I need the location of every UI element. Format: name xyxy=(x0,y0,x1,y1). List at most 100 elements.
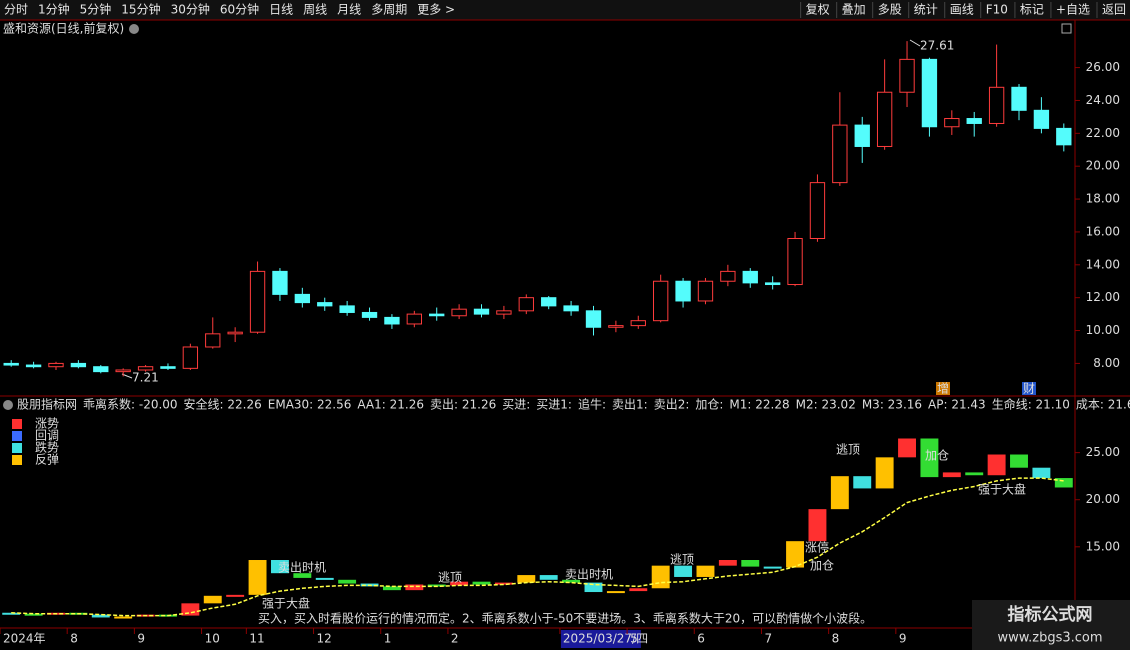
legend-item: M2: 23.02 xyxy=(796,398,856,412)
state-swatch xyxy=(12,431,22,441)
x-tick-label: 6 xyxy=(697,632,705,646)
legend-item: 乖离系数: -20.00 xyxy=(83,397,178,412)
toolbar-button[interactable]: 日线 xyxy=(269,3,293,17)
state-label: 反弹 xyxy=(35,453,59,467)
toolbar-button[interactable]: 叠加 xyxy=(842,3,866,17)
toolbar-button[interactable]: 多周期 xyxy=(371,3,407,17)
y-tick-label: 12.00 xyxy=(1086,290,1120,304)
legend-item: 卖出: 21.26 xyxy=(430,398,496,412)
signal-label: 逃顶 xyxy=(670,553,694,567)
signal-bar xyxy=(696,565,715,577)
toolbar-button[interactable]: 15分钟 xyxy=(121,2,160,17)
candle-body xyxy=(1056,127,1072,146)
signal-bar xyxy=(203,595,222,604)
x-tick-label: 12 xyxy=(317,632,332,646)
toolbar-button[interactable]: 返回 xyxy=(1102,3,1126,17)
watermark-url: www.zbgs3.com xyxy=(997,631,1102,646)
state-label: 跌势 xyxy=(35,440,59,455)
watermark-title: 指标公式网 xyxy=(1008,604,1093,625)
signal-bar xyxy=(226,594,245,597)
toolbar-button[interactable]: 统计 xyxy=(914,3,938,17)
toolbar-button[interactable]: 月线 xyxy=(337,3,361,17)
candle-body xyxy=(339,305,355,313)
event-marker[interactable] xyxy=(1022,382,1036,395)
toolbar-button[interactable]: 5分钟 xyxy=(80,2,112,17)
signal-bar xyxy=(987,454,1006,476)
state-swatch xyxy=(12,455,22,465)
candle-body xyxy=(496,310,512,315)
candle-body xyxy=(899,58,915,93)
x-tick-label: 8 xyxy=(70,632,78,646)
signal-bar xyxy=(450,581,469,586)
signal-bar xyxy=(1054,478,1073,488)
state-label: 涨势 xyxy=(35,416,59,431)
max-pointer xyxy=(909,39,921,47)
signal-bar xyxy=(405,584,424,591)
signal-bar xyxy=(427,584,446,587)
min-label: 7.21 xyxy=(132,371,159,385)
candle-body xyxy=(854,124,870,147)
candle-body xyxy=(720,270,736,282)
candle-body xyxy=(809,182,826,240)
signal-label: 强于大盘 xyxy=(262,596,310,611)
signal-label: 逃顶 xyxy=(836,443,860,457)
x-tick-label: 9 xyxy=(899,632,907,646)
signal-bar xyxy=(1032,467,1051,479)
x-tick-label: 8 xyxy=(832,632,840,646)
candle-body xyxy=(787,238,803,286)
toolbar-button[interactable]: 1分钟 xyxy=(38,2,70,17)
toolbar-button[interactable]: 周线 xyxy=(303,3,327,17)
x-tick-label: 9 xyxy=(137,632,145,646)
signal-bar xyxy=(293,573,312,578)
scroll-note: 买入，买入时看股价运行的情况而定。2、乖离系数小于-50不要进场。3、乖离系数大… xyxy=(258,611,872,626)
candle-body xyxy=(876,91,893,147)
event-marker[interactable] xyxy=(936,382,950,395)
toolbar-button[interactable]: 更多 > xyxy=(417,3,455,17)
signal-bar xyxy=(875,457,894,489)
legend-item: 生命线: 21.10 xyxy=(992,397,1070,412)
toolbar-button[interactable]: 复权 xyxy=(806,3,830,17)
signal-bar xyxy=(315,577,334,580)
candle-body xyxy=(93,366,109,373)
candle-body xyxy=(653,280,669,322)
toolbar-button[interactable]: 画线 xyxy=(950,3,974,17)
signal-bar xyxy=(718,560,737,566)
toolbar-button[interactable]: 30分钟 xyxy=(171,2,210,17)
state-swatch xyxy=(12,419,22,429)
signal-bar xyxy=(270,560,289,574)
candle-body xyxy=(451,308,467,317)
signal-label: 逃顶 xyxy=(438,571,462,585)
candle-body xyxy=(406,313,422,325)
toolbar-button[interactable]: F10 xyxy=(986,3,1008,17)
toolbar-button[interactable]: 分时 xyxy=(4,3,28,17)
candle-body xyxy=(921,58,938,128)
legend-item: 买进1: xyxy=(536,398,572,412)
max-label: 27.61 xyxy=(920,39,954,53)
signal-bar xyxy=(830,476,849,510)
toolbar-button[interactable]: 标记 xyxy=(1020,3,1044,17)
toolbar-button[interactable]: 60分钟 xyxy=(220,2,259,17)
signal-bar xyxy=(741,560,760,567)
candle-body xyxy=(473,308,490,315)
window-icon[interactable] xyxy=(1061,23,1072,34)
legend-item: AP: 21.43 xyxy=(928,398,986,412)
candle-body xyxy=(541,297,557,307)
dropdown-icon[interactable] xyxy=(3,400,13,410)
signal-bar xyxy=(853,476,872,489)
signal-bar xyxy=(517,575,536,583)
toolbar-button[interactable]: +自选 xyxy=(1056,3,1090,17)
signal-bar xyxy=(114,616,133,619)
legend-item: 成本: 21.64 xyxy=(1076,398,1130,412)
y-tick-label: 22.00 xyxy=(1086,126,1120,140)
x-tick-label: 2025/03/27/四 xyxy=(563,632,648,646)
signal-bar xyxy=(494,582,513,585)
toolbar-button[interactable]: 多股 xyxy=(878,3,902,17)
signal-bar xyxy=(808,509,827,542)
signal-bar xyxy=(562,579,581,583)
y-tick-label: 20.00 xyxy=(1086,159,1120,173)
candle-body xyxy=(563,305,579,312)
candle-body xyxy=(361,311,378,318)
dropdown-icon[interactable] xyxy=(129,24,139,34)
candle-body xyxy=(742,270,758,284)
date-highlight xyxy=(560,630,641,648)
